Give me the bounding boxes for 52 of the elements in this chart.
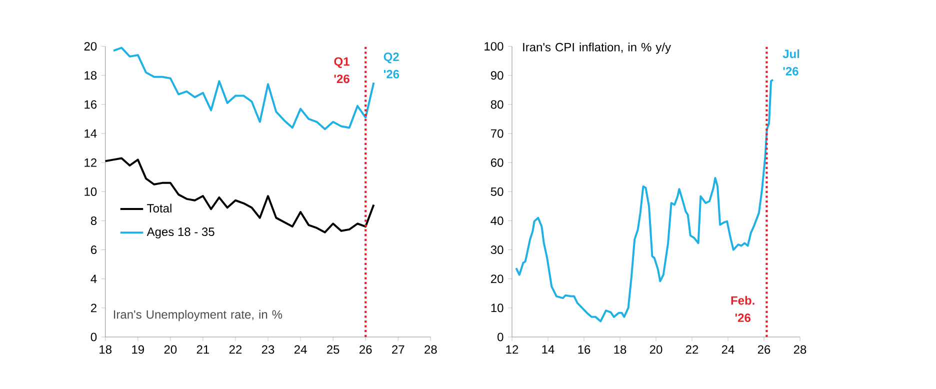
annotation: Q2 '26 xyxy=(384,52,400,78)
x-tick-label: 24 xyxy=(294,345,307,354)
y-tick-label: 0 xyxy=(498,332,504,342)
ref-line-label: Q1 '26 xyxy=(334,57,350,84)
annotation: Iran's Unemployment rate, in % xyxy=(114,310,282,322)
x-tick-label: 12 xyxy=(506,345,518,354)
x-tick-label: 22 xyxy=(229,345,242,354)
x-tick-label: 28 xyxy=(794,345,806,354)
legend-label: Ages 18 - 35 xyxy=(146,228,214,238)
y-tick-label: 20 xyxy=(84,42,97,51)
x-tick-label: 26 xyxy=(758,345,770,354)
y-tick-label: 18 xyxy=(84,71,97,80)
x-tick-label: 18 xyxy=(614,345,626,354)
x-tick-label: 26 xyxy=(360,345,372,354)
x-tick-label: 24 xyxy=(722,345,734,354)
legend-label: Total xyxy=(147,204,172,213)
y-tick-label: 4 xyxy=(90,274,97,283)
y-tick-label: 2 xyxy=(91,304,96,312)
y-tick-label: 20 xyxy=(490,274,504,284)
x-tick-label: 14 xyxy=(542,345,554,354)
y-tick-label: 8 xyxy=(90,216,97,225)
ref-line-label: Feb. '26 xyxy=(731,296,754,322)
y-tick-label: 50 xyxy=(490,187,504,196)
y-tick-label: 0 xyxy=(90,332,97,342)
x-tick-label: 22 xyxy=(686,345,698,354)
x-tick-label: 21 xyxy=(196,345,210,354)
y-tick-label: 100 xyxy=(484,42,504,51)
y-tick-label: 80 xyxy=(490,100,504,109)
y-tick-label: 30 xyxy=(490,246,504,254)
x-tick-label: 28 xyxy=(424,345,437,354)
x-tick-label: 20 xyxy=(164,345,177,354)
y-tick-label: 90 xyxy=(490,71,504,80)
line-series xyxy=(515,78,774,322)
y-tick-label: 60 xyxy=(490,158,504,167)
x-tick-label: 27 xyxy=(392,345,404,354)
y-tick-label: 12 xyxy=(84,158,96,167)
y-tick-label: 10 xyxy=(491,304,504,312)
y-tick-label: 14 xyxy=(84,129,97,138)
x-tick-label: 16 xyxy=(578,345,590,354)
y-tick-label: 6 xyxy=(91,246,97,254)
y-tick-label: 10 xyxy=(84,187,97,196)
x-tick-label: 18 xyxy=(100,345,112,354)
annotation: Jul '26 xyxy=(782,49,800,76)
y-tick-label: 40 xyxy=(490,216,504,225)
x-tick-label: 25 xyxy=(327,345,340,354)
chart-title: Iran's CPI inflation, in % y/y xyxy=(523,42,671,54)
x-tick-label: 20 xyxy=(650,345,662,354)
line-series xyxy=(112,46,375,130)
x-tick-label: 19 xyxy=(132,345,144,354)
x-tick-label: 23 xyxy=(262,345,274,354)
y-tick-label: 16 xyxy=(84,100,97,109)
y-tick-label: 70 xyxy=(490,129,504,138)
